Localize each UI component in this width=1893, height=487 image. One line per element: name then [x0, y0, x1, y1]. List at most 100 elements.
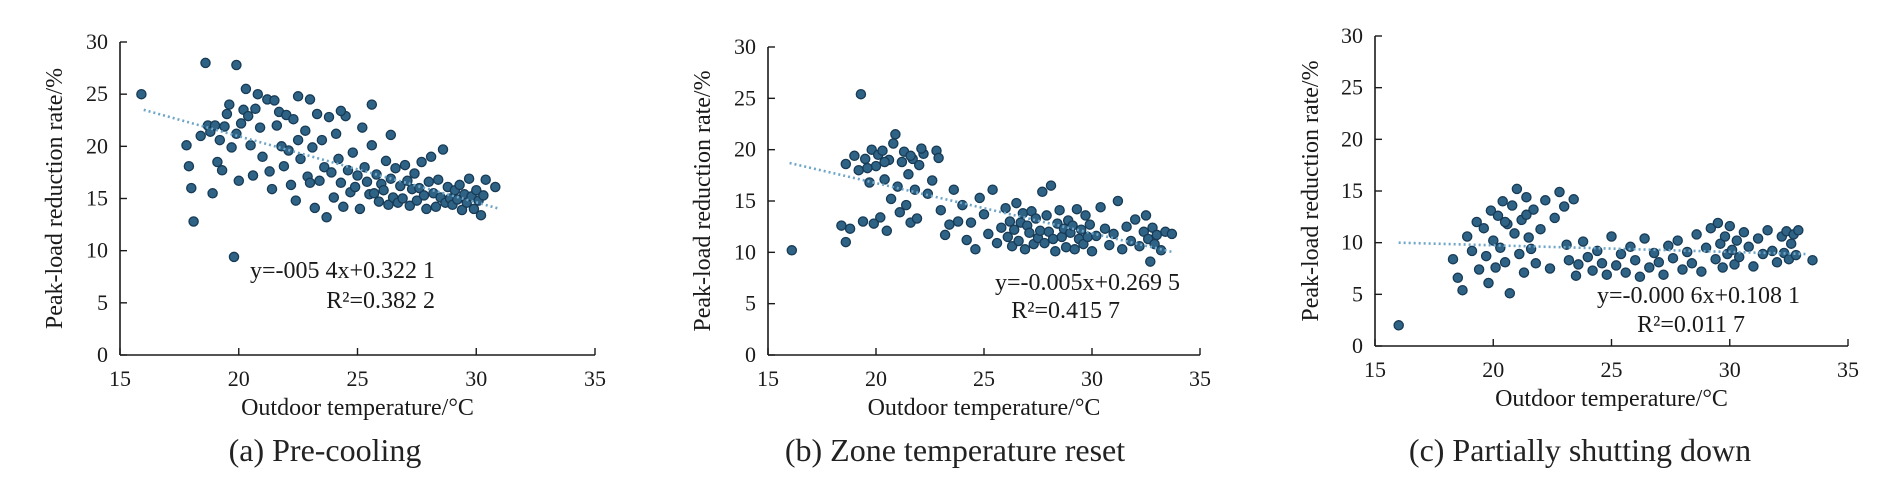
- data-point: [1140, 210, 1152, 221]
- data-point: [221, 108, 233, 120]
- x-tick-label: 25: [973, 366, 995, 391]
- y-tick-label: 10: [734, 239, 756, 264]
- data-point: [1034, 225, 1046, 237]
- data-point: [1393, 320, 1404, 331]
- data-point: [1563, 254, 1575, 266]
- data-point: [357, 122, 368, 133]
- data-point: [304, 177, 316, 189]
- data-point: [271, 120, 283, 131]
- data-point: [1620, 267, 1631, 278]
- data-point: [978, 209, 990, 220]
- data-point: [1672, 235, 1683, 246]
- data-point: [354, 203, 366, 215]
- r-squared-label: R²=0.011 7: [1637, 312, 1745, 338]
- data-point: [1558, 201, 1570, 212]
- data-point: [1082, 231, 1093, 243]
- data-point: [471, 184, 482, 196]
- x-tick-label: 35: [584, 366, 606, 391]
- data-point: [892, 181, 903, 192]
- data-point: [1473, 264, 1485, 275]
- data-point: [304, 94, 316, 105]
- x-tick-label: 20: [1482, 357, 1504, 382]
- data-point: [366, 140, 378, 151]
- regression-equation: y=-0.005x+0.269 5: [995, 270, 1180, 296]
- data-point: [231, 128, 242, 140]
- data-point: [1514, 248, 1525, 260]
- data-point: [475, 209, 487, 221]
- data-point: [219, 121, 230, 132]
- data-point: [870, 160, 882, 172]
- data-point: [952, 216, 964, 227]
- data-point: [264, 166, 275, 177]
- data-point: [195, 130, 206, 142]
- data-point: [278, 160, 290, 172]
- data-point: [480, 174, 491, 185]
- data-point: [965, 217, 977, 228]
- data-point: [1587, 265, 1598, 276]
- data-point: [1653, 257, 1665, 268]
- data-point: [311, 108, 323, 120]
- x-tick-label: 15: [109, 366, 131, 391]
- data-point: [900, 199, 912, 211]
- data-point: [295, 153, 306, 165]
- data-point: [1004, 216, 1016, 227]
- data-point: [1785, 238, 1797, 249]
- data-point: [1499, 216, 1511, 228]
- data-point: [421, 203, 432, 215]
- data-point: [1129, 214, 1141, 225]
- data-point: [252, 88, 264, 100]
- data-point: [1002, 231, 1014, 243]
- y-tick-label: 10: [1341, 230, 1363, 255]
- data-point: [939, 229, 951, 241]
- y-tick-label: 20: [734, 137, 756, 162]
- data-point: [383, 199, 394, 211]
- data-point: [288, 113, 299, 125]
- data-point: [1644, 262, 1655, 273]
- data-point: [285, 179, 297, 191]
- data-point: [913, 159, 925, 171]
- x-tick-label: 25: [1601, 357, 1623, 382]
- data-point: [1738, 227, 1750, 238]
- data-point: [853, 164, 864, 176]
- data-point: [1568, 194, 1579, 205]
- data-point: [905, 150, 916, 162]
- y-tick-label: 30: [1341, 23, 1363, 48]
- data-point: [1570, 270, 1582, 281]
- data-point: [307, 142, 318, 153]
- data-point: [207, 188, 218, 199]
- data-point: [1492, 210, 1504, 222]
- data-point: [991, 237, 1003, 249]
- data-point: [888, 138, 899, 149]
- data-point: [881, 225, 893, 237]
- data-point: [216, 165, 228, 176]
- data-point: [200, 57, 211, 69]
- data-point: [875, 212, 886, 223]
- y-tick-label: 0: [745, 342, 756, 367]
- data-point: [181, 140, 192, 151]
- data-point: [911, 213, 923, 224]
- data-point: [926, 175, 938, 186]
- data-point: [397, 193, 408, 204]
- data-point: [1705, 222, 1717, 234]
- r-squared-label: R²=0.382 2: [326, 288, 435, 314]
- data-point: [292, 91, 304, 102]
- y-tick-label: 25: [734, 85, 756, 110]
- data-point: [418, 190, 430, 201]
- data-point: [855, 88, 867, 100]
- data-point: [1504, 288, 1516, 299]
- x-tick-label: 30: [465, 366, 487, 391]
- regression-equation: y=-0.000 6x+0.108 1: [1597, 283, 1800, 309]
- y-tick-label: 0: [97, 342, 108, 367]
- data-point: [228, 251, 240, 263]
- data-point: [1060, 241, 1072, 253]
- data-point: [183, 160, 195, 172]
- data-point: [390, 162, 401, 174]
- y-tick-label: 20: [1341, 126, 1363, 151]
- data-point: [1067, 220, 1078, 231]
- data-point: [1677, 264, 1688, 275]
- data-point: [269, 95, 280, 106]
- data-point: [1471, 216, 1482, 228]
- data-point: [1121, 221, 1132, 232]
- x-axis-title: Outdoor temperature/°C: [241, 395, 474, 421]
- data-point: [1457, 284, 1468, 296]
